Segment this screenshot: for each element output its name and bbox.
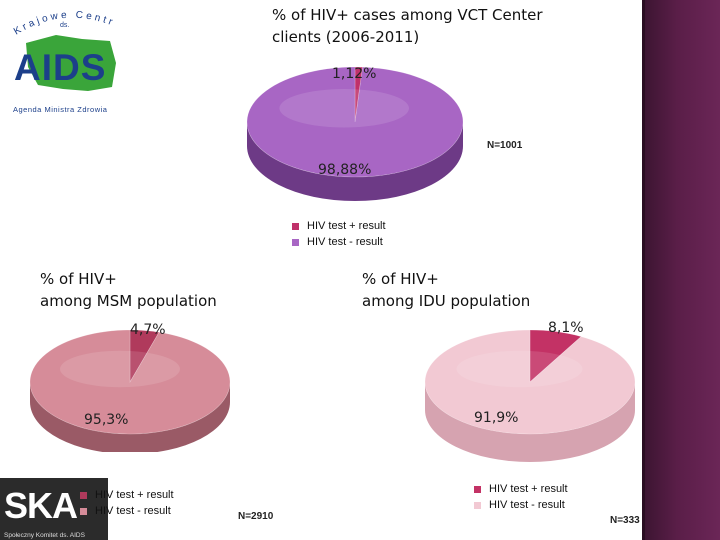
poland-map-icon <box>26 35 116 91</box>
msm-slice-negative <box>29 329 231 435</box>
msm-slice-positive <box>129 329 160 384</box>
vct-pie-highlight <box>279 89 409 128</box>
idu-chart-title: % of HIV+ among IDU population <box>362 268 530 312</box>
logo-small-text: ds. <box>60 22 69 29</box>
idu-positive-label: 8,1% <box>548 320 584 336</box>
msm-title-line-1: % of HIV+ <box>40 270 117 288</box>
ska-logo-text: SKA <box>4 485 78 526</box>
idu-pie-highlight <box>456 350 583 388</box>
idu-title-line-1: % of HIV+ <box>362 270 439 288</box>
legend-label: HIV test + result <box>95 489 174 501</box>
legend-item: HIV test + result <box>474 481 568 497</box>
msm-title-line-2: among MSM population <box>40 292 217 310</box>
legend-swatch-positive <box>80 491 87 499</box>
logo-main-text: AIDS <box>14 47 106 88</box>
idu-pie-chart <box>424 329 636 462</box>
legend-label: HIV test + result <box>307 220 386 232</box>
vct-n-label: N=1001 <box>487 140 523 151</box>
legend-item: HIV test + result <box>80 487 174 503</box>
idu-n-label: N=333 <box>610 515 640 526</box>
msm-negative-label: 95,3% <box>84 412 129 428</box>
idu-legend: HIV test + result HIV test - result <box>474 481 568 513</box>
legend-swatch-negative <box>80 507 87 515</box>
legend-swatch-positive <box>474 485 481 493</box>
legend-label: HIV test - result <box>307 236 383 248</box>
ska-logo-caption: Społeczny Komitet ds. AIDS <box>4 532 86 539</box>
vct-negative-label: 98,88% <box>318 162 372 178</box>
idu-slice-negative <box>424 329 636 435</box>
legend-swatch-negative <box>292 238 299 246</box>
legend-swatch-positive <box>292 222 299 230</box>
msm-pie-chart <box>29 329 231 452</box>
legend-label: HIV test + result <box>489 483 568 495</box>
idu-pie-side <box>425 382 635 462</box>
msm-pie-side <box>30 382 230 452</box>
logo-caption: Agenda Ministra Zdrowia <box>13 105 108 114</box>
legend-item: HIV test + result <box>292 218 386 234</box>
vct-pie-chart <box>246 66 464 201</box>
idu-slice-positive <box>529 329 582 383</box>
msm-positive-label: 4,7% <box>130 322 166 338</box>
idu-title-line-2: among IDU population <box>362 292 531 310</box>
msm-chart-title: % of HIV+ among MSM population <box>40 268 217 312</box>
vct-slice-negative <box>246 66 464 178</box>
vct-legend: HIV test + result HIV test - result <box>292 218 386 250</box>
vct-pie-side <box>247 122 463 201</box>
msm-pie-highlight <box>60 350 180 388</box>
legend-label: HIV test - result <box>95 505 171 517</box>
legend-label: HIV test - result <box>489 499 565 511</box>
legend-item: HIV test - result <box>292 234 386 250</box>
idu-negative-label: 91,9% <box>474 410 519 426</box>
ska-logo: SKA Społeczny Komitet ds. AIDS <box>0 478 108 540</box>
msm-n-label: N=2910 <box>238 511 274 522</box>
krajowe-centrum-aids-logo: Krajowe Centrum ds. AIDS Agenda Ministra… <box>8 5 116 114</box>
vct-title-line-1: % of HIV+ cases among VCT Center <box>272 6 543 24</box>
legend-item: HIV test - result <box>474 497 568 513</box>
vct-title-line-2: clients (2006-2011) <box>272 28 420 46</box>
legend-item: HIV test - result <box>80 503 174 519</box>
decorative-sidebar <box>642 0 720 540</box>
vct-slice-positive <box>354 66 363 123</box>
vct-chart-title: % of HIV+ cases among VCT Center clients… <box>272 4 543 48</box>
legend-swatch-negative <box>474 501 481 509</box>
msm-legend: HIV test + result HIV test - result <box>80 487 174 519</box>
vct-positive-label: 1,12% <box>332 66 377 82</box>
